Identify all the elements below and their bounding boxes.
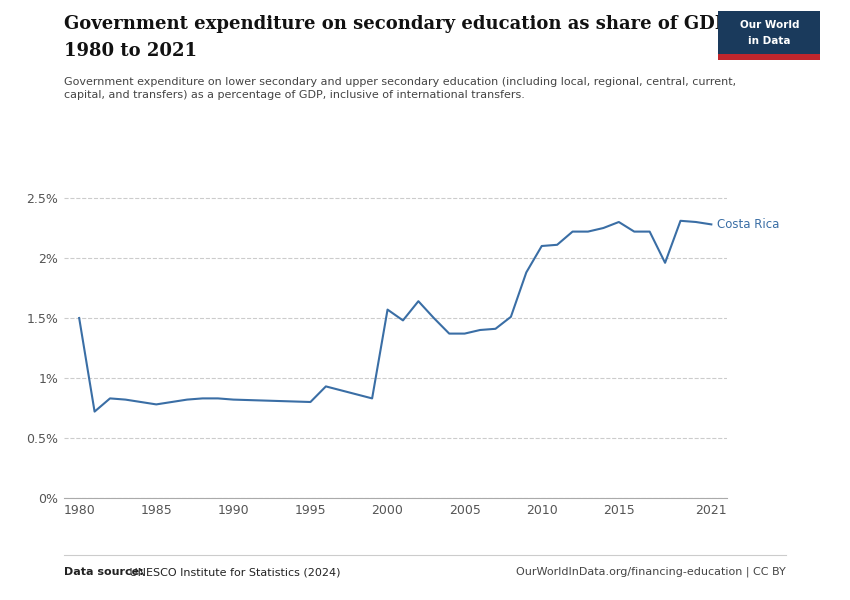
Text: 1980 to 2021: 1980 to 2021: [64, 42, 196, 60]
Text: Government expenditure on secondary education as share of GDP,: Government expenditure on secondary educ…: [64, 15, 732, 33]
Text: Government expenditure on lower secondary and upper secondary education (includi: Government expenditure on lower secondar…: [64, 77, 736, 100]
Text: OurWorldInData.org/financing-education | CC BY: OurWorldInData.org/financing-education |…: [517, 566, 786, 577]
Text: Our World: Our World: [740, 20, 799, 29]
Text: UNESCO Institute for Statistics (2024): UNESCO Institute for Statistics (2024): [126, 567, 340, 577]
Text: in Data: in Data: [748, 37, 790, 46]
Text: Costa Rica: Costa Rica: [717, 218, 779, 231]
Text: Data source:: Data source:: [64, 567, 144, 577]
